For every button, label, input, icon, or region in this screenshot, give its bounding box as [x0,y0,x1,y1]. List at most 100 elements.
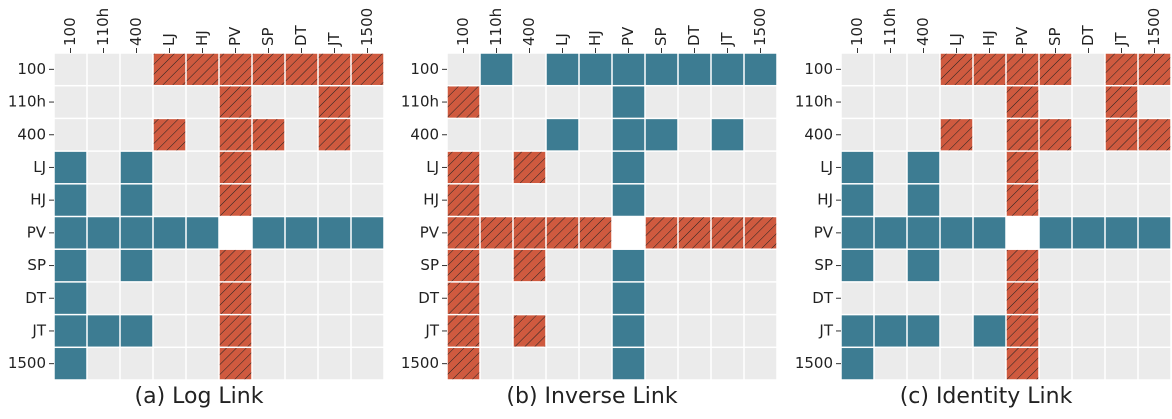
column-label: PV [226,26,244,46]
cell [285,282,318,314]
cell [1105,348,1138,380]
cell-hatch [1039,119,1072,151]
row-label: JT [424,321,439,339]
column-label: PV [619,26,637,46]
cell [513,119,546,151]
row-label: SP [27,256,46,274]
cell-hatch [513,315,546,347]
cell [120,119,153,151]
cell [186,151,219,184]
cell [645,151,678,184]
cell [1072,151,1105,184]
cell [1138,151,1171,184]
cell [54,184,87,216]
cell [841,348,874,380]
column-label: PV [1013,26,1031,46]
cell [579,53,612,85]
cell [711,119,744,151]
cell [841,53,874,85]
cell [612,184,645,216]
cell [54,151,87,184]
cell [874,86,907,118]
cell [744,249,777,282]
cell [1105,249,1138,282]
cell-hatch [219,151,252,184]
cell [841,217,874,249]
cell-hatch [513,151,546,184]
cell-hatch [1105,119,1138,151]
column-label: SP [1046,27,1064,46]
cell [744,315,777,347]
cell [973,217,1006,249]
cell [907,282,940,314]
cell [940,315,973,347]
cell-hatch [1006,315,1039,347]
column-label: 400 [127,17,145,46]
cell [874,119,907,151]
cell [546,249,579,282]
column-label: 110h [94,8,112,46]
cell [1105,184,1138,216]
cell [678,53,711,85]
cell [447,53,480,85]
cell [874,249,907,282]
cell-hatch [252,119,285,151]
cell-hatch [1006,53,1039,85]
cell [973,86,1006,118]
cell [480,119,513,151]
cell [120,184,153,216]
cell [907,151,940,184]
cell [285,217,318,249]
cell [480,282,513,314]
cell [546,184,579,216]
cell [318,184,351,216]
cell [318,151,351,184]
cell [744,119,777,151]
cell-hatch [219,53,252,85]
row-label: PV [27,223,47,241]
cell [54,315,87,347]
row-label: HJ [817,191,833,209]
cell [678,151,711,184]
cell [186,119,219,151]
cell [252,282,285,314]
column-label: JT [718,32,736,47]
row-label: 100 [804,60,833,78]
column-label: 1500 [358,8,376,46]
cell-hatch [940,119,973,151]
cell [874,151,907,184]
cell [480,315,513,347]
cell [874,184,907,216]
cell [711,53,744,85]
cell [841,184,874,216]
column-label: DT [1079,24,1097,46]
row-label: JT [31,321,46,339]
cell [1039,282,1072,314]
cell [1138,86,1171,118]
row-label: DT [812,289,834,307]
cell [678,315,711,347]
cell [907,217,940,249]
cell [645,348,678,380]
cell [87,86,120,118]
cell [940,249,973,282]
cell [711,151,744,184]
cell [841,119,874,151]
cell [940,348,973,380]
column-label: JT [325,32,343,47]
cell [87,282,120,314]
cell [612,53,645,85]
cell [546,315,579,347]
cell [252,315,285,347]
cell [744,53,777,85]
cell [318,249,351,282]
cell-hatch [318,86,351,118]
column-label: 110h [881,8,899,46]
cell-hatch [546,217,579,249]
cell [645,119,678,151]
cell [120,86,153,118]
cell [841,282,874,314]
cell [1039,249,1072,282]
cell [907,86,940,118]
